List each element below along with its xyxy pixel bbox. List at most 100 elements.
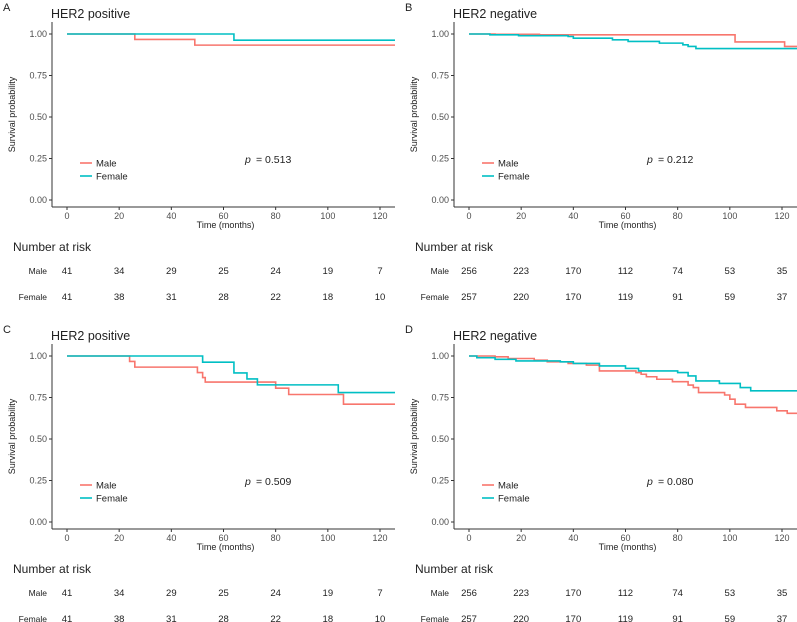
y-axis-title: Survival probability (7, 76, 17, 152)
x-axis-title: Time (months) (197, 542, 255, 552)
panel-c: C HER2 positive 0.00 0.25 0.50 0.75 1.00 0 20 40 6… (3, 324, 395, 622)
risk-value: 37 (777, 614, 788, 622)
risk-row-label: Male (431, 588, 450, 598)
risk-table-title: Number at risk (13, 562, 92, 576)
survival-curve-male (469, 355, 797, 415)
risk-value: 59 (725, 292, 736, 303)
x-tick-label: 60 (218, 211, 228, 221)
risk-value: 170 (565, 614, 581, 622)
x-tick-label: 20 (114, 533, 124, 543)
survival-curve-female (67, 355, 395, 394)
risk-value: 10 (375, 292, 386, 303)
x-tick-label: 100 (320, 533, 335, 543)
y-axis-title: Survival probability (409, 76, 419, 152)
y-tick-label: 0.00 (29, 195, 47, 205)
risk-value: 7 (377, 588, 382, 599)
risk-value: 24 (270, 266, 281, 277)
risk-value: 170 (565, 266, 581, 277)
p-label: p (646, 154, 653, 166)
x-tick-label: 120 (372, 211, 387, 221)
legend-label: Female (96, 494, 128, 505)
risk-value: 35 (777, 266, 788, 277)
x-tick-label: 100 (722, 211, 737, 221)
risk-row-label: Female (19, 292, 48, 302)
risk-value: 24 (270, 588, 281, 599)
risk-table-title: Number at risk (415, 562, 494, 576)
y-tick-label: 0.75 (29, 71, 47, 81)
risk-value: 29 (166, 588, 177, 599)
panel-title: HER2 negative (453, 7, 537, 21)
y-tick-label: 0.25 (29, 154, 47, 164)
legend-label: Male (498, 481, 519, 492)
panel-b: B HER2 negative 0.00 0.25 0.50 0.75 1.00 0 20 40 6… (405, 2, 797, 303)
risk-value: 53 (725, 588, 736, 599)
x-tick-label: 60 (620, 211, 630, 221)
risk-row-label: Male (29, 588, 48, 598)
x-tick-label: 20 (516, 533, 526, 543)
risk-value: 220 (513, 292, 529, 303)
legend-label: Female (96, 172, 128, 183)
risk-value: 41 (62, 292, 73, 303)
survival-curve-female (469, 355, 797, 392)
risk-row-label: Female (421, 614, 450, 622)
risk-value: 119 (618, 614, 633, 622)
x-tick-label: 60 (218, 533, 228, 543)
risk-value: 38 (114, 614, 125, 622)
risk-value: 112 (618, 588, 633, 599)
risk-value: 256 (461, 266, 477, 277)
y-tick-label: 1.00 (431, 29, 449, 39)
x-tick-label: 20 (516, 211, 526, 221)
risk-value: 18 (323, 292, 334, 303)
panel-label: C (3, 324, 11, 336)
risk-value: 220 (513, 614, 529, 622)
risk-value: 19 (323, 266, 334, 277)
panel-d: D HER2 negative 0.00 0.25 0.50 0.75 1.00 0 20 40 6… (405, 324, 797, 622)
risk-value: 7 (377, 266, 382, 277)
survival-curve-female (469, 33, 797, 50)
y-tick-label: 0.50 (29, 112, 47, 122)
risk-value: 119 (618, 292, 633, 303)
legend-label: Male (96, 159, 117, 170)
risk-row-label: Female (19, 614, 48, 622)
y-tick-label: 0.25 (29, 476, 47, 486)
risk-value: 38 (114, 292, 125, 303)
risk-value: 170 (565, 292, 581, 303)
y-tick-label: 0.75 (431, 393, 449, 403)
y-axis-title: Survival probability (409, 398, 419, 474)
risk-value: 25 (218, 266, 229, 277)
risk-value: 74 (672, 266, 683, 277)
x-tick-label: 0 (64, 211, 69, 221)
y-tick-label: 1.00 (29, 29, 47, 39)
risk-value: 223 (513, 266, 529, 277)
x-tick-label: 120 (372, 533, 387, 543)
x-tick-label: 80 (271, 211, 281, 221)
risk-value: 25 (218, 588, 229, 599)
risk-value: 31 (166, 292, 177, 303)
risk-value: 41 (62, 614, 73, 622)
p-value: = 0.509 (256, 476, 291, 488)
risk-row-label: Male (29, 266, 48, 276)
risk-value: 91 (672, 292, 683, 303)
risk-value: 19 (323, 588, 334, 599)
risk-value: 22 (270, 614, 281, 622)
y-tick-label: 1.00 (29, 351, 47, 361)
x-tick-label: 120 (774, 211, 789, 221)
p-label: p (244, 476, 251, 488)
legend-label: Female (498, 494, 530, 505)
panel-a: A HER2 positive 0.00 0.25 0.50 0.75 1.00 0 20 40 6… (3, 2, 395, 303)
x-tick-label: 0 (466, 211, 471, 221)
x-axis-title: Time (months) (599, 542, 657, 552)
x-tick-label: 120 (774, 533, 789, 543)
y-tick-label: 0.25 (431, 476, 449, 486)
risk-value: 41 (62, 588, 73, 599)
risk-value: 41 (62, 266, 73, 277)
risk-value: 31 (166, 614, 177, 622)
risk-value: 170 (565, 588, 581, 599)
risk-value: 10 (375, 614, 386, 622)
survival-curve-female (67, 33, 395, 41)
risk-row-label: Female (421, 292, 450, 302)
panel-label: D (405, 324, 413, 336)
risk-value: 91 (672, 614, 683, 622)
p-label: p (244, 154, 251, 166)
